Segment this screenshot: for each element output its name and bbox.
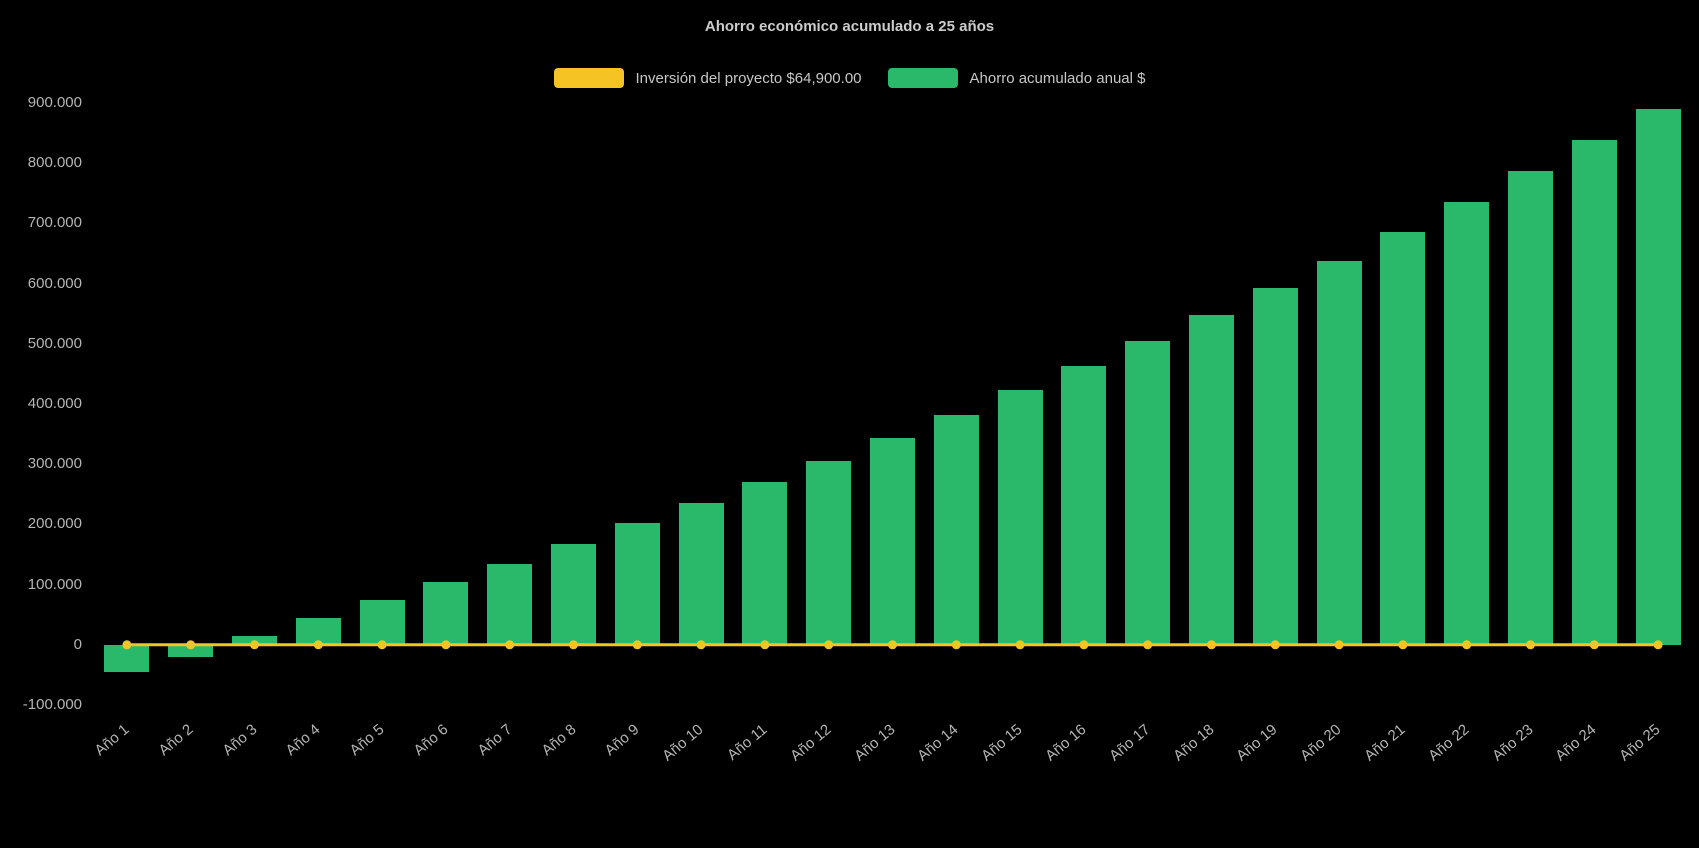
bar-ano-16[interactable] [1061,366,1107,645]
bar-ano-13[interactable] [870,438,915,645]
bar-ano-8[interactable] [551,543,596,645]
plot-area [95,103,1690,705]
bar-ano-12[interactable] [806,460,852,645]
y-axis-tick-label: 600.000 [27,274,82,292]
investment-line-marker-1 [122,640,132,650]
chart-title: Ahorro económico acumulado a 25 años [704,18,995,35]
investment-line-marker-19 [1270,640,1280,650]
bar-ano-25[interactable] [1635,109,1681,645]
y-axis-tick-label: 400.000 [27,395,82,412]
investment-line-marker-5 [377,640,387,650]
y-axis-tick-label: 100.000 [27,575,82,593]
investment-line-marker-10 [696,640,706,650]
investment-line-layer [122,640,1663,650]
bar-ano-14[interactable] [933,414,979,645]
bar-ano-10[interactable] [678,503,724,645]
bar-ano-22[interactable] [1444,201,1490,645]
y-axis-tick-label: 900.000 [27,94,82,111]
bar-ano-5[interactable] [359,599,405,645]
bar-ano-6[interactable] [423,581,469,645]
bar-ano-9[interactable] [614,523,660,645]
y-axis-tick-label: 200.000 [27,515,82,533]
investment-line-marker-4 [313,640,323,650]
legend-item-1[interactable]: Inversión del proyecto $64,900.00 [553,68,862,88]
legend-label: Inversión del proyecto $64,900.00 [635,69,862,87]
investment-line-marker-20 [1334,640,1344,650]
investment-line-marker-8 [569,640,578,650]
bar-ano-15[interactable] [997,390,1043,645]
investment-line-marker-14 [951,640,961,650]
y-axis-tick-label: 800.000 [27,154,82,172]
legend: Inversión del proyecto $64,900.00 Ahorro … [0,68,1699,88]
bar-ano-17[interactable] [1125,340,1171,645]
investment-line-marker-3 [250,640,259,650]
legend-label: Ahorro acumulado anual $ [969,69,1146,87]
bar-ano-11[interactable] [742,482,788,645]
investment-line-marker-16 [1079,640,1089,650]
investment-line-marker-9 [632,640,642,650]
bar-ano-23[interactable] [1508,171,1553,645]
bar-ano-4[interactable] [295,617,341,645]
investment-line-marker-25 [1653,640,1663,650]
legend-swatch [887,68,958,88]
investment-line-marker-15 [1015,640,1025,650]
bar-ano-20[interactable] [1316,260,1362,645]
investment-line-marker-17 [1143,640,1153,650]
investment-line-marker-12 [824,640,834,650]
y-axis-tick-label: 700.000 [27,214,82,232]
bar-ano-7[interactable] [487,563,533,645]
investment-line-marker-18 [1207,640,1216,650]
investment-line-marker-11 [760,640,770,650]
bar-ano-2[interactable] [168,644,214,657]
investment-line-marker-22 [1462,640,1472,650]
investment-line-marker-2 [186,640,196,650]
investment-line-marker-13 [888,640,897,650]
bar-ano-24[interactable] [1571,140,1617,645]
legend-item-2[interactable]: Ahorro acumulado anual $ [887,68,1146,88]
investment-line-marker-6 [441,640,451,650]
bar-ano-1[interactable] [104,644,150,672]
legend-swatch [553,68,624,88]
bar-ano-21[interactable] [1380,231,1426,645]
bar-ano-3[interactable] [232,635,277,645]
investment-line-marker-23 [1526,640,1535,650]
y-axis-tick-label: 300.000 [27,455,82,473]
y-axis-tick-label: 500.000 [27,334,82,352]
bar-ano-19[interactable] [1252,287,1298,645]
investment-line-marker-21 [1398,640,1408,650]
bar-ano-18[interactable] [1189,314,1234,645]
investment-line-marker-7 [505,640,515,650]
y-axis-tick-label: -100.000 [22,696,82,713]
y-axis-tick-label: 0 [73,635,82,653]
investment-line-marker-24 [1589,640,1599,650]
